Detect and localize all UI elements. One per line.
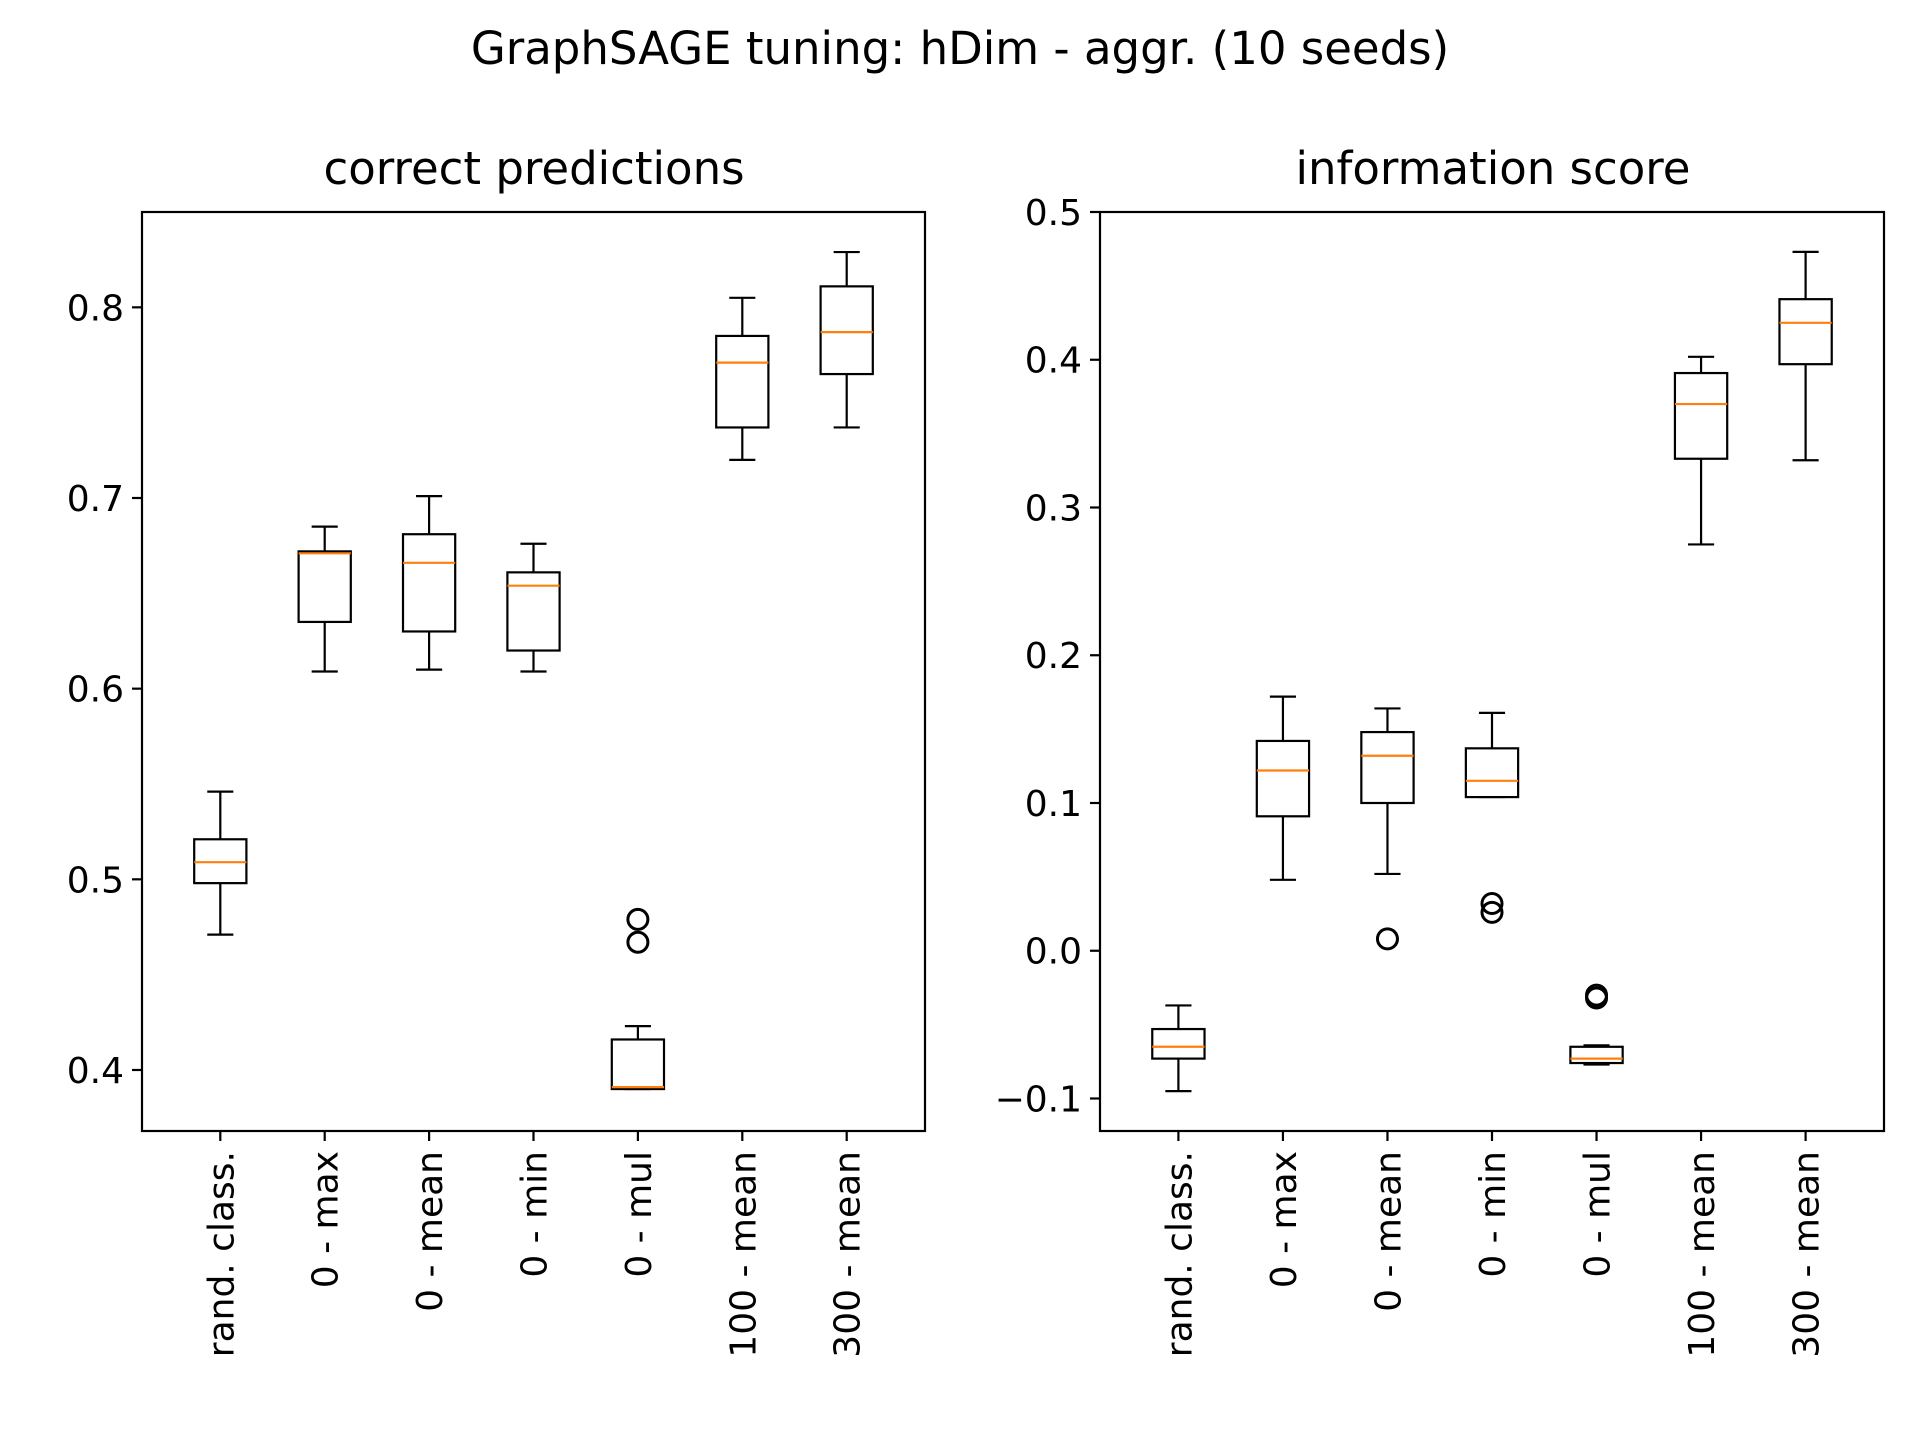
xtick-label-0-mean: 0 - mean [410,1151,451,1312]
box-iqr [1569,1045,1624,1065]
xtick-label-rand-class: rand. class. [201,1151,242,1357]
flier-point [1375,927,1399,951]
flier-point [1480,891,1504,915]
box-correct-predictions-300-mean [819,250,874,429]
ytick-label: 0.3 [1025,488,1082,529]
xtick-label-100-mean: 100 - mean [1682,1151,1723,1358]
axes-frame [140,210,927,1133]
xtick-label-rand-class: rand. class. [1159,1151,1200,1357]
ytick-label: 0.1 [1025,784,1082,825]
box-iqr [610,1038,666,1091]
ytick-label: 0.0 [1025,932,1082,973]
box-information-score-0-mul [1569,983,1624,1066]
xtick-label-300-mean: 300 - mean [1787,1151,1828,1358]
flier-point [626,907,650,931]
box-information-score-0-min [1464,711,1520,924]
xtick-label-100-mean: 100 - mean [723,1151,764,1358]
box-correct-predictions-0-min [506,542,561,673]
panel-correct-predictions: correct predictions 0.4 0.5 0.6 0.7 0.8 rand.… [67,142,927,1358]
axes-title-information-score: information score [1296,142,1691,195]
xtick-label-0-mul: 0 - mul [1578,1151,1619,1278]
box-iqr [506,571,561,652]
ytick-label: −0.1 [995,1079,1082,1120]
figure-title: GraphSAGE tuning: hDim - aggr. (10 seeds… [471,22,1449,75]
xtick-label-0-max: 0 - max [306,1151,347,1288]
box-iqr [1360,730,1415,805]
box-information-score-100-mean [1673,355,1729,546]
flier-point [1480,900,1504,924]
box-correct-predictions-rand-class [193,790,248,936]
ytick-label: 0.8 [67,288,124,329]
box-information-score-0-mean [1360,707,1415,951]
axes-frame [1098,210,1886,1133]
ytick-label: 0.5 [1025,193,1082,234]
xtick-label-300-mean: 300 - mean [828,1151,869,1358]
box-iqr [1151,1027,1206,1060]
box-iqr [819,285,874,376]
box-iqr [1255,739,1311,818]
ytick-label: 0.2 [1025,636,1082,677]
box-correct-predictions-0-mean [401,494,457,671]
box-information-score-300-mean [1778,250,1833,462]
ytick-label: 0.5 [67,860,124,901]
xtick-label-0-max: 0 - max [1264,1151,1305,1288]
flier-point [1585,983,1609,1007]
flier-point [626,930,650,954]
ytick-label: 0.6 [67,670,124,711]
panel-information-score: information score −0.1 0.0 0.1 0.2 0.3 0.4 0.5… [995,142,1886,1358]
xtick-label-0-min: 0 - min [1473,1151,1514,1278]
box-iqr [1778,298,1833,366]
box-iqr [1464,747,1520,799]
box-information-score-rand-class [1151,1004,1206,1093]
plot-area-information-score: −0.1 0.0 0.1 0.2 0.3 0.4 0.5 rand. class. 0 - ma… [995,193,1886,1358]
xtick-label-0-mean: 0 - mean [1368,1151,1409,1312]
ytick-label: 0.4 [1025,341,1082,382]
box-iqr [401,533,457,633]
box-correct-predictions-100-mean [715,296,770,461]
plot-area-correct-predictions: 0.4 0.5 0.6 0.7 0.8 rand. class. 0 - max 0 - me… [67,210,927,1358]
ytick-label: 0.7 [67,479,124,520]
axes-title-correct-predictions: correct predictions [323,142,744,195]
box-iqr [715,334,770,429]
box-correct-predictions-0-mul [610,907,666,1091]
box-information-score-0-max [1255,695,1311,881]
box-correct-predictions-0-max [297,525,352,673]
box-iqr [297,550,352,624]
box-iqr [1673,371,1729,460]
xtick-label-0-mul: 0 - mul [619,1151,660,1278]
ytick-label: 0.4 [67,1051,124,1092]
xtick-label-0-min: 0 - min [515,1151,556,1278]
